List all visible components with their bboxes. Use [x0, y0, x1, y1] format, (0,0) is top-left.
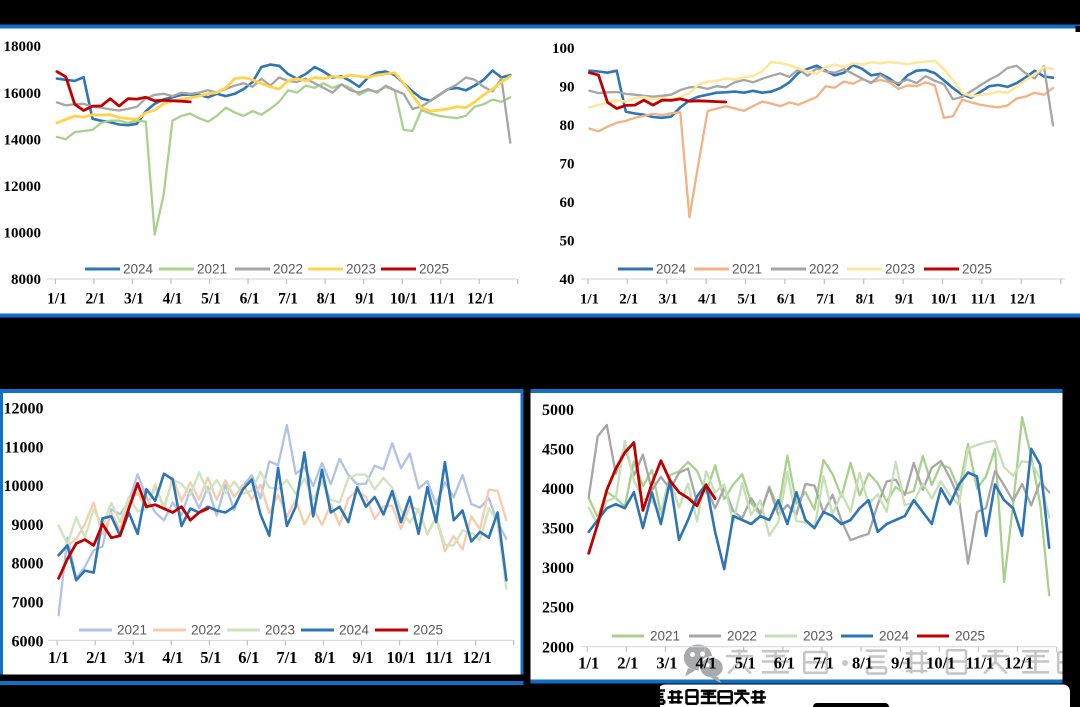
svg-text:5/1: 5/1: [201, 291, 221, 308]
svg-text:1/1: 1/1: [47, 291, 67, 308]
svg-text:6/1: 6/1: [777, 292, 796, 308]
svg-text:8/1: 8/1: [856, 292, 875, 308]
svg-text:7/1: 7/1: [276, 648, 297, 667]
svg-text:4/1: 4/1: [162, 648, 183, 667]
svg-text:2/1: 2/1: [617, 654, 638, 673]
svg-text:60: 60: [560, 195, 575, 211]
svg-text:11/1: 11/1: [425, 648, 453, 667]
svg-text:2022: 2022: [191, 623, 221, 638]
svg-text:8/1: 8/1: [852, 654, 873, 673]
svg-text:7/1: 7/1: [816, 292, 835, 308]
svg-text:9/1: 9/1: [891, 654, 912, 673]
svg-text:2024: 2024: [123, 262, 154, 277]
svg-text:10/1: 10/1: [926, 654, 955, 673]
svg-text:80: 80: [560, 118, 575, 134]
svg-text:2022: 2022: [809, 262, 839, 277]
svg-text:6/1: 6/1: [238, 648, 259, 667]
svg-text:3/1: 3/1: [659, 292, 678, 308]
svg-text:8/1: 8/1: [314, 648, 335, 667]
svg-text:14000: 14000: [4, 132, 42, 148]
svg-text:50: 50: [560, 233, 575, 249]
svg-text:2021: 2021: [117, 623, 147, 638]
svg-text:2/1: 2/1: [86, 648, 107, 667]
svg-text:10/1: 10/1: [390, 291, 418, 308]
svg-text:2021: 2021: [650, 629, 680, 644]
svg-text:4/1: 4/1: [163, 291, 183, 308]
svg-text:2/1: 2/1: [86, 291, 106, 308]
svg-text:12/1: 12/1: [1009, 292, 1036, 308]
svg-text:11/1: 11/1: [966, 654, 994, 673]
svg-text:10000: 10000: [4, 225, 42, 241]
svg-text:2023: 2023: [346, 262, 376, 277]
svg-text:11000: 11000: [4, 439, 43, 456]
svg-text:1/1: 1/1: [48, 648, 69, 667]
svg-text:2021: 2021: [732, 262, 762, 277]
svg-text:3000: 3000: [542, 560, 574, 577]
svg-text:2024: 2024: [656, 262, 687, 277]
svg-text:9/1: 9/1: [352, 648, 373, 667]
svg-text:10000: 10000: [4, 478, 44, 495]
svg-text:12000: 12000: [4, 401, 44, 418]
svg-text:2/1: 2/1: [619, 292, 638, 308]
svg-text:7000: 7000: [12, 595, 44, 612]
svg-text:12/1: 12/1: [1004, 654, 1033, 673]
svg-text:11/1: 11/1: [970, 292, 996, 308]
svg-text:5/1: 5/1: [737, 292, 756, 308]
svg-text:2500: 2500: [542, 600, 574, 617]
svg-text:18000: 18000: [4, 39, 42, 55]
svg-text:2025: 2025: [419, 262, 449, 277]
svg-text:4/1: 4/1: [696, 654, 717, 673]
svg-text:2023: 2023: [803, 629, 833, 644]
svg-text:2023: 2023: [885, 262, 915, 277]
svg-text:6000: 6000: [12, 633, 44, 650]
svg-text:3/1: 3/1: [124, 648, 145, 667]
svg-text:6/1: 6/1: [240, 291, 260, 308]
svg-text:9/1: 9/1: [895, 292, 914, 308]
svg-text:2024: 2024: [339, 623, 370, 638]
svg-text:16000: 16000: [4, 86, 42, 102]
svg-text:2025: 2025: [413, 623, 443, 638]
svg-text:4000: 4000: [542, 481, 574, 498]
svg-text:2023: 2023: [265, 623, 295, 638]
svg-text:2025: 2025: [955, 629, 985, 644]
svg-text:100: 100: [552, 41, 575, 57]
svg-text:5000: 5000: [542, 402, 574, 419]
svg-text:40: 40: [560, 272, 575, 288]
svg-text:4500: 4500: [542, 441, 574, 458]
svg-text:7/1: 7/1: [813, 654, 834, 673]
svg-text:7/1: 7/1: [278, 291, 298, 308]
svg-text:9000: 9000: [12, 517, 44, 534]
svg-text:5/1: 5/1: [200, 648, 221, 667]
svg-text:12000: 12000: [4, 179, 42, 195]
svg-text:10/1: 10/1: [931, 292, 958, 308]
svg-text:3/1: 3/1: [124, 291, 144, 308]
svg-text:2025: 2025: [962, 262, 992, 277]
svg-text:2024: 2024: [879, 629, 910, 644]
svg-text:2022: 2022: [727, 629, 757, 644]
svg-text:9/1: 9/1: [355, 291, 375, 308]
svg-text:5/1: 5/1: [735, 654, 756, 673]
svg-text:1/1: 1/1: [578, 654, 599, 673]
svg-text:70: 70: [560, 156, 575, 172]
svg-text:4/1: 4/1: [698, 292, 717, 308]
svg-text:10/1: 10/1: [386, 648, 415, 667]
svg-text:8/1: 8/1: [317, 291, 337, 308]
svg-text:3/1: 3/1: [656, 654, 677, 673]
svg-text:90: 90: [560, 79, 575, 95]
svg-text:8000: 8000: [12, 556, 44, 573]
svg-text:12/1: 12/1: [462, 648, 491, 667]
svg-text:8000: 8000: [11, 272, 41, 288]
svg-text:1/1: 1/1: [580, 292, 599, 308]
svg-text:2022: 2022: [273, 262, 303, 277]
svg-text:11/1: 11/1: [429, 291, 456, 308]
svg-text:2000: 2000: [542, 639, 574, 656]
svg-text:3500: 3500: [542, 521, 574, 538]
svg-text:12/1: 12/1: [467, 291, 495, 308]
svg-text:6/1: 6/1: [774, 654, 795, 673]
svg-text:2021: 2021: [197, 262, 227, 277]
